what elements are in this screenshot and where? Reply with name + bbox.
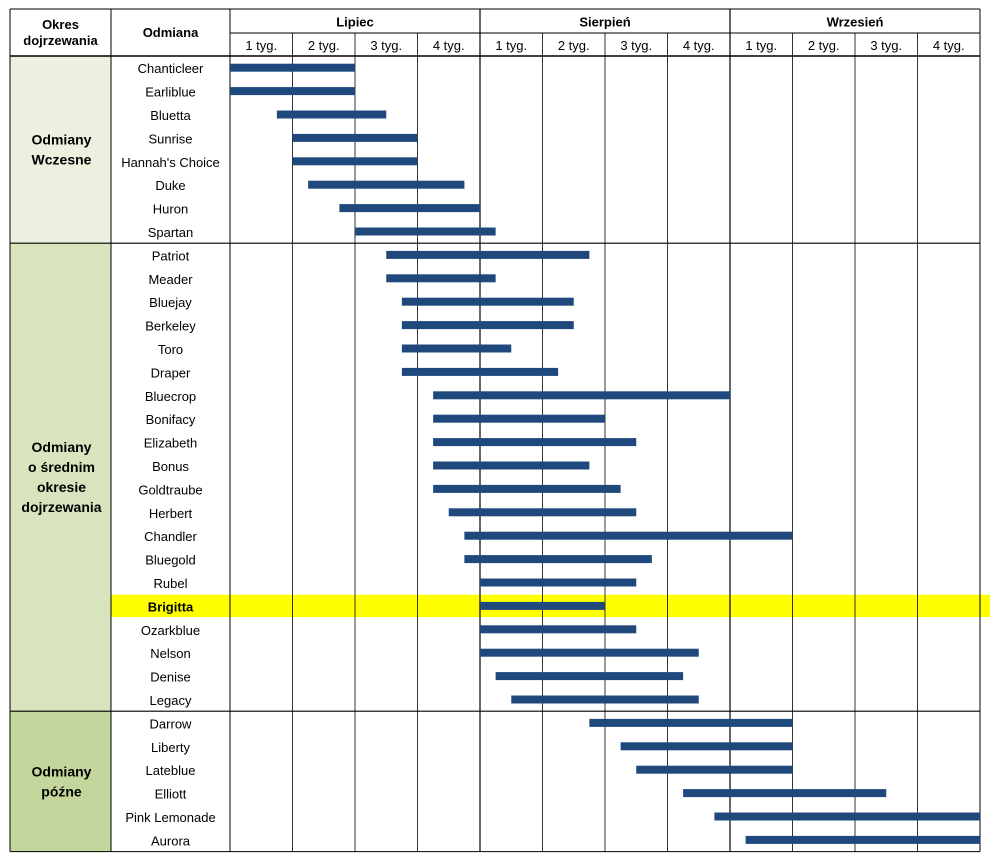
variety-label: Bluejay (149, 295, 192, 310)
bar-liberty (620, 742, 793, 751)
variety-label: Chandler (144, 529, 197, 544)
variety-label: Aurora (151, 833, 191, 848)
variety-label: Bluegold (145, 553, 196, 568)
week-label: 1 tyg. (245, 38, 277, 53)
month-label: Sierpień (579, 15, 630, 30)
week-label: 4 tyg. (433, 38, 465, 53)
week-label: 4 tyg. (683, 38, 715, 53)
bar-earliblue (230, 87, 355, 96)
bar-ozarkblue (480, 625, 637, 634)
month-label: Lipiec (336, 15, 374, 30)
variety-label: Spartan (148, 225, 194, 240)
variety-label: Denise (150, 670, 190, 685)
group-label-line: dojrzewania (21, 499, 101, 515)
variety-label: Sunrise (148, 131, 192, 146)
week-label: 2 tyg. (308, 38, 340, 53)
bar-bluecrop (433, 391, 730, 400)
week-label: 1 tyg. (495, 38, 527, 53)
bar-pink-lemonade (714, 812, 980, 821)
bar-bonifacy (433, 414, 605, 423)
bar-bluegold (464, 555, 652, 564)
bar-sunrise (292, 133, 418, 142)
variety-label: Elliott (155, 787, 187, 802)
group-cell-2 (10, 243, 111, 712)
variety-label: Pink Lemonade (125, 810, 215, 825)
variety-label: Rubel (154, 576, 188, 591)
variety-label: Bonus (152, 459, 189, 474)
group-cell-3 (10, 711, 111, 852)
group-cell-1 (10, 56, 111, 244)
variety-label: Goldtraube (138, 482, 202, 497)
bar-chandler (464, 531, 793, 540)
variety-label: Bluetta (150, 108, 191, 123)
bar-huron (339, 204, 480, 213)
variety-label: Elizabeth (144, 436, 197, 451)
bar-toro (401, 344, 512, 353)
bar-draper (401, 367, 559, 376)
group-label-line: późne (41, 783, 82, 799)
variety-label: Earliblue (145, 85, 196, 100)
variety-label: Bluecrop (145, 389, 196, 404)
variety-label: Meader (148, 272, 193, 287)
group-label-line: Wczesne (32, 152, 92, 168)
group-label-line: Odmiany (32, 763, 92, 779)
variety-label: Darrow (150, 716, 193, 731)
variety-label: Chanticleer (138, 61, 204, 76)
period-header-line: dojrzewania (23, 33, 98, 48)
bar-hannah-s-choice (292, 157, 418, 166)
week-label: 2 tyg. (808, 38, 840, 53)
bar-lateblue (636, 765, 793, 774)
bar-aurora (745, 835, 980, 844)
bar-bluejay (401, 297, 574, 306)
bar-bluetta (276, 110, 387, 119)
variety-label: Ozarkblue (141, 623, 200, 638)
group-label-line: Odmiany (32, 439, 92, 455)
period-header-line: Okres (42, 17, 79, 32)
week-label: 3 tyg. (870, 38, 902, 53)
month-label: Wrzesień (827, 15, 884, 30)
group-label-line: okresie (37, 479, 86, 495)
bar-brigitta (480, 601, 605, 610)
bar-berkeley (401, 321, 574, 330)
variety-label: Duke (155, 178, 185, 193)
week-label: 2 tyg. (558, 38, 590, 53)
group-label-line: Odmiany (32, 132, 92, 148)
bar-bonus (433, 461, 590, 470)
variety-label: Hannah's Choice (121, 155, 220, 170)
bar-herbert (448, 508, 637, 517)
variety-label: Toro (158, 342, 183, 357)
week-label: 3 tyg. (370, 38, 402, 53)
week-label: 1 tyg. (745, 38, 777, 53)
variety-label: Draper (151, 365, 191, 380)
bar-meader (386, 274, 496, 283)
bar-legacy (511, 695, 699, 704)
week-label: 3 tyg. (620, 38, 652, 53)
variety-label: Nelson (150, 646, 190, 661)
variety-label: Bonifacy (146, 412, 196, 427)
bar-nelson (480, 648, 699, 657)
bar-rubel (480, 578, 637, 587)
bar-denise (495, 672, 684, 681)
variety-label: Brigitta (148, 599, 194, 614)
bar-spartan (355, 227, 496, 236)
variety-label: Liberty (151, 740, 191, 755)
bar-elliott (683, 789, 887, 798)
bar-duke (308, 180, 465, 189)
bar-patriot (386, 250, 590, 259)
bar-goldtraube (433, 484, 621, 493)
bar-chanticleer (230, 63, 355, 72)
variety-label: Berkeley (145, 319, 196, 334)
variety-header: Odmiana (143, 25, 199, 40)
variety-label: Patriot (152, 248, 190, 263)
variety-label: Herbert (149, 506, 193, 521)
week-label: 4 tyg. (933, 38, 965, 53)
bar-darrow (589, 718, 793, 727)
group-label-line: o średnim (28, 459, 95, 475)
bar-elizabeth (433, 438, 637, 447)
variety-label: Lateblue (146, 763, 196, 778)
variety-label: Legacy (150, 693, 192, 708)
variety-label: Huron (153, 202, 188, 217)
